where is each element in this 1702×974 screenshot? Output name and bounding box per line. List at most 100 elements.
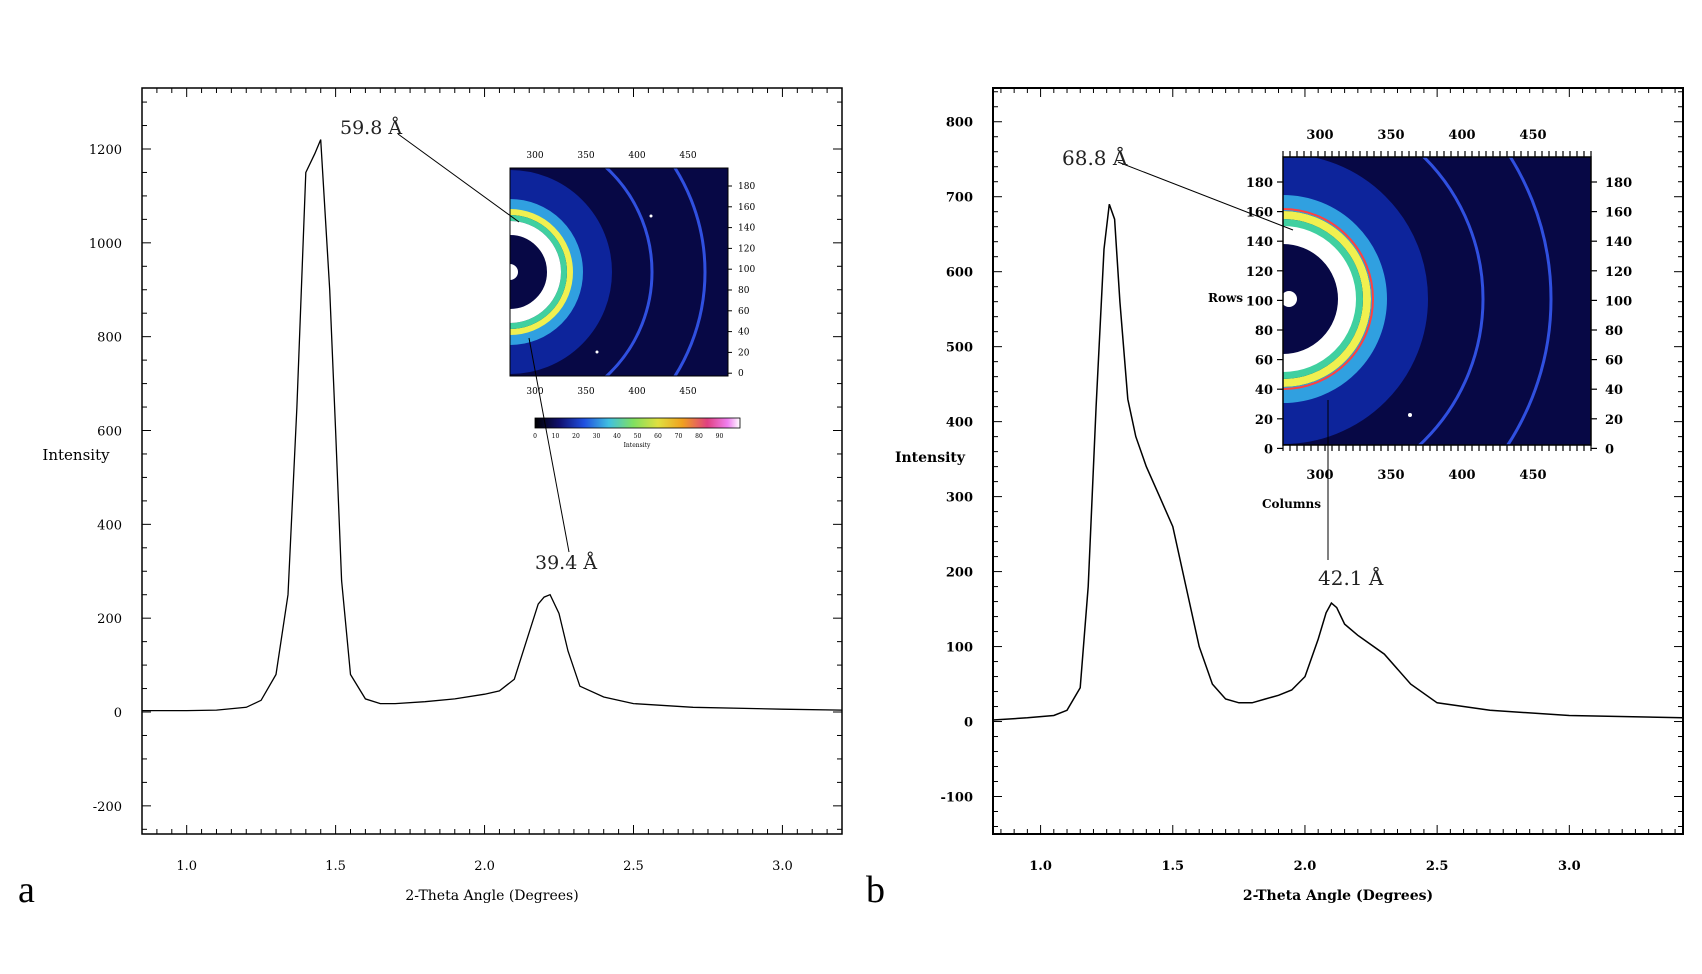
- inset-right-tick-label: 20: [738, 348, 750, 358]
- inset-right-tick-label: 100: [738, 265, 755, 275]
- diffraction-inset: 3003003503504004004504501801601401201008…: [509, 151, 755, 449]
- x-tick-label: 1.5: [325, 859, 346, 874]
- annotation-leader: [397, 133, 520, 223]
- colorbar-tick-label: 90: [716, 433, 724, 440]
- x-tick-label: 1.5: [1161, 859, 1184, 874]
- inset-right-tick-label: 180: [1605, 176, 1632, 191]
- annotation-leader: [528, 337, 570, 553]
- y-tick-label: 1200: [89, 143, 122, 158]
- colorbar: [534, 417, 741, 429]
- inset-right-tick-label: 60: [1605, 354, 1623, 369]
- y-tick-label: 800: [946, 116, 973, 131]
- annotation-peak1: 59.8 Å: [340, 117, 402, 139]
- inset-right-tick-label: 140: [1605, 235, 1632, 250]
- inset-bottom-tick-label: 400: [1448, 468, 1475, 483]
- colorbar-ticks: 0 10 20 30 40 50 60 70 80 90: [533, 433, 723, 440]
- x-tick-label: 2.5: [623, 859, 644, 874]
- colorbar-tick-label: 70: [675, 433, 683, 440]
- inset-right-tick-label: 160: [1605, 206, 1632, 221]
- inset-top-tick-label: 350: [577, 151, 594, 161]
- x-tick-label: 2.0: [1294, 859, 1317, 874]
- inset-top-tick-label: 300: [1306, 128, 1333, 143]
- inset-left-tick-label: 80: [1255, 324, 1273, 339]
- colorbar-tick-label: 60: [654, 433, 662, 440]
- y-tick-label: 500: [946, 341, 973, 356]
- colorbar-tick-label: 10: [552, 433, 560, 440]
- x-tick-label: 3.0: [1558, 859, 1581, 874]
- y-tick-label: 1000: [89, 237, 122, 252]
- annotation-leader: [1117, 161, 1294, 231]
- intensity-curve: [992, 203, 1684, 721]
- inset-top-tick-label: 450: [679, 151, 696, 161]
- inset-left-tick-label: 60: [1255, 354, 1273, 369]
- axis-ticks: [993, 88, 1683, 834]
- inset-right-tick-label: 140: [738, 224, 755, 234]
- colorbar-tick-label: 50: [634, 433, 642, 440]
- colorbar-tick-label: 0: [533, 433, 537, 440]
- inset-top-tick-label: 400: [628, 151, 645, 161]
- x-tick-label: 3.0: [772, 859, 793, 874]
- colorbar-tick-label: 40: [613, 433, 621, 440]
- inset-top-tick-label: 350: [1377, 128, 1404, 143]
- axis-ticks: [141, 88, 843, 834]
- inset-right-tick-label: 20: [1605, 413, 1623, 428]
- tick-labels: 1.0 1.5 2.0 2.5 3.0-100010020030040050060070…: [940, 116, 1580, 874]
- y-axis-label: Intensity: [42, 446, 110, 464]
- intensity-curve: [142, 139, 843, 712]
- inset-bottom-tick-label: 300: [1306, 468, 1333, 483]
- plot-frame: [141, 87, 843, 835]
- y-tick-label: 300: [946, 491, 973, 506]
- panel-label-b: b: [866, 869, 885, 911]
- inset-bottom-tick-label: 450: [679, 387, 696, 397]
- inset-right-tick-label: 180: [738, 182, 755, 192]
- y-tick-label: -100: [940, 791, 973, 806]
- inset-left-tick-label: 0: [1264, 442, 1273, 457]
- y-tick-label: 0: [964, 716, 973, 731]
- inset-left-tick-label: 140: [1246, 235, 1273, 250]
- inset-right-tick-label: 40: [1605, 383, 1623, 398]
- inset-left-tick-label: 20: [1255, 413, 1273, 428]
- x-axis-label: 2-Theta Angle (Degrees): [405, 888, 578, 904]
- inset-right-tick-label: 80: [738, 286, 750, 296]
- inset-ticks: 300 300 350 350 400 400 450 450 180 160 140 120 100 8…: [526, 151, 755, 397]
- y-tick-label: 600: [97, 425, 122, 440]
- inset-bottom-tick-label: 350: [1377, 468, 1404, 483]
- inset-right-tick-label: 0: [1605, 442, 1614, 457]
- inset-top-tick-label: 450: [1519, 128, 1546, 143]
- inset-bottom-tick-label: 350: [577, 387, 594, 397]
- x-axis-label: 2-Theta Angle (Degrees): [1243, 888, 1433, 904]
- annotation-peak2: 42.1 Å: [1318, 565, 1384, 590]
- y-tick-label: 100: [946, 641, 973, 656]
- inset-rows-label: Rows: [1208, 291, 1243, 305]
- inset-left-tick-label: 180: [1246, 176, 1273, 191]
- inset-bottom-tick-label: 300: [526, 387, 543, 397]
- x-tick-label: 1.0: [1029, 859, 1052, 874]
- inset-bottom-tick-label: 400: [628, 387, 645, 397]
- inset-right-tick-label: 160: [738, 203, 755, 213]
- x-tick-label: 1.0: [176, 859, 197, 874]
- inset-top-tick-label: 300: [526, 151, 543, 161]
- y-tick-label: -200: [93, 800, 122, 815]
- y-tick-label: 400: [97, 518, 122, 533]
- inset-right-tick-label: 120: [1605, 265, 1632, 280]
- inset-left-tick-label: 40: [1255, 383, 1273, 398]
- inset-left-tick-label: 160: [1246, 206, 1273, 221]
- colorbar-tick-label: 30: [593, 433, 601, 440]
- colorbar-tick-label: 20: [572, 433, 580, 440]
- panel-b: 1.0 1.5 2.0 2.5 3.0-100010020030040050060070…: [895, 87, 1684, 904]
- inset-left-tick-label: 120: [1246, 265, 1273, 280]
- y-tick-label: 0: [114, 706, 122, 721]
- y-tick-label: 400: [946, 416, 973, 431]
- x-tick-label: 2.5: [1426, 859, 1449, 874]
- inset-right-tick-label: 40: [738, 328, 750, 338]
- inset-right-tick-label: 120: [738, 244, 755, 254]
- y-tick-label: 600: [946, 266, 973, 281]
- inset-left-tick-label: 100: [1246, 294, 1273, 309]
- colorbar-tick-label: 80: [695, 433, 703, 440]
- inset-right-tick-label: 80: [1605, 324, 1623, 339]
- annotation-peak1: 68.8 Å: [1062, 145, 1128, 170]
- colorbar-label: Intensity: [624, 442, 651, 449]
